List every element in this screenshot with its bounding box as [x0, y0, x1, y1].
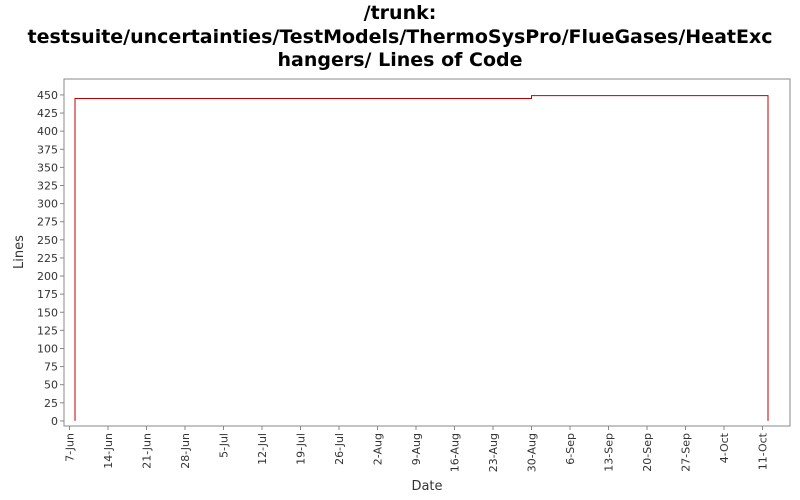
x-tick-label: 19-Jul: [295, 433, 308, 465]
x-tick-label: 6-Sep: [564, 433, 577, 465]
x-tick-label: 9-Aug: [410, 433, 423, 465]
y-tick-label: 350: [37, 161, 58, 174]
x-tick-label: 2-Aug: [372, 433, 385, 465]
y-tick-label: 150: [37, 306, 58, 319]
x-tick-label: 30-Aug: [526, 433, 539, 472]
chart-title: hangers/ Lines of Code: [278, 49, 523, 71]
x-tick-label: 26-Jul: [333, 433, 346, 465]
x-tick-label: 11-Oct: [757, 432, 770, 470]
x-tick-label: 20-Sep: [641, 433, 654, 472]
x-tick-label: 4-Oct: [718, 432, 731, 463]
y-tick-label: 300: [37, 198, 58, 211]
plot-area: [63, 78, 791, 427]
x-tick-label: 12-Jul: [256, 433, 269, 465]
y-tick-label: 75: [44, 361, 58, 374]
y-tick-label: 125: [37, 324, 58, 337]
y-tick-label: 450: [37, 89, 58, 102]
y-tick-label: 225: [37, 252, 58, 265]
y-tick-label: 275: [37, 216, 58, 229]
y-tick-label: 200: [37, 270, 58, 283]
y-tick-label: 50: [44, 379, 58, 392]
x-tick-label: 28-Jun: [179, 433, 192, 469]
data-line: [74, 95, 769, 421]
x-axis-label: Date: [411, 479, 442, 494]
x-tick-label: 5-Jul: [218, 433, 231, 458]
y-tick-label: 375: [37, 143, 58, 156]
chart-title: testsuite/uncertainties/TestModels/Therm…: [28, 26, 773, 48]
x-tick-label: 27-Sep: [680, 433, 693, 472]
x-tick-label: 7-Jun: [64, 433, 77, 462]
y-tick-label: 400: [37, 125, 58, 138]
y-tick-label: 425: [37, 107, 58, 120]
y-tick-label: 325: [37, 179, 58, 192]
x-tick-label: 23-Aug: [487, 433, 500, 472]
x-tick-label: 14-Jun: [102, 433, 115, 469]
y-axis-label: Lines: [12, 235, 27, 269]
chart-title: /trunk:: [364, 2, 437, 24]
y-tick-label: 100: [37, 342, 58, 355]
x-tick-label: 21-Jun: [141, 433, 154, 469]
y-tick-label: 25: [44, 397, 58, 410]
y-tick-label: 250: [37, 234, 58, 247]
y-tick-label: 175: [37, 288, 58, 301]
x-tick-label: 16-Aug: [449, 433, 462, 472]
y-tick-label: 0: [51, 415, 58, 428]
x-tick-label: 13-Sep: [603, 433, 616, 472]
